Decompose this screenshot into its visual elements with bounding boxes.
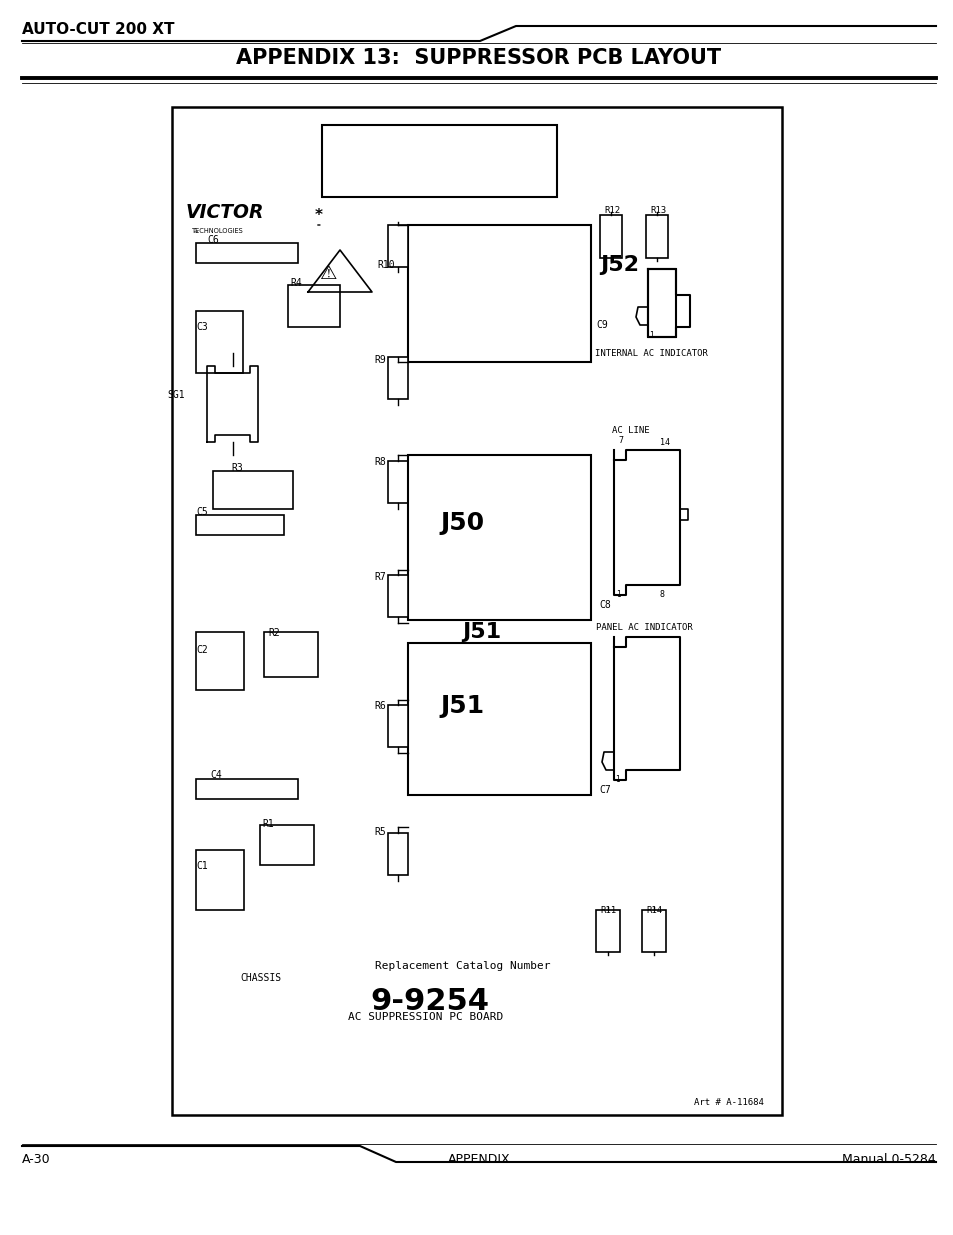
Bar xyxy=(641,910,665,952)
Bar xyxy=(647,269,676,337)
Bar xyxy=(195,311,243,373)
Text: A-30: A-30 xyxy=(22,1153,51,1166)
Text: AC LINE: AC LINE xyxy=(612,426,649,435)
Text: R8: R8 xyxy=(374,457,385,467)
Bar xyxy=(172,107,781,1115)
Text: C9: C9 xyxy=(596,320,607,330)
Text: J51: J51 xyxy=(439,694,483,718)
Text: TECHNOLOGIES: TECHNOLOGIES xyxy=(192,228,244,233)
Text: PANEL AC INDICATOR: PANEL AC INDICATOR xyxy=(596,622,692,632)
Text: R14: R14 xyxy=(645,906,661,915)
Text: 9-9254: 9-9254 xyxy=(370,987,489,1016)
Text: R6: R6 xyxy=(374,701,385,711)
Text: C4: C4 xyxy=(210,769,221,781)
Text: Replacement Catalog Number: Replacement Catalog Number xyxy=(375,961,550,971)
Text: *: * xyxy=(314,207,323,224)
Bar xyxy=(388,461,408,503)
Text: R10: R10 xyxy=(376,261,395,270)
Bar xyxy=(195,243,297,263)
Text: 1: 1 xyxy=(648,331,653,340)
Text: SG1: SG1 xyxy=(167,390,185,400)
Text: APPENDIX 13:  SUPPRESSOR PCB LAYOUT: APPENDIX 13: SUPPRESSOR PCB LAYOUT xyxy=(236,48,720,68)
Bar xyxy=(388,576,408,618)
Text: R2: R2 xyxy=(268,629,279,638)
Bar xyxy=(599,215,621,258)
Text: Art # A-11684: Art # A-11684 xyxy=(693,1098,763,1107)
Text: ⚠: ⚠ xyxy=(319,264,337,283)
Text: AC SUPPRESSION PC BOARD: AC SUPPRESSION PC BOARD xyxy=(348,1011,503,1023)
Bar xyxy=(288,285,339,327)
Text: R3: R3 xyxy=(231,463,242,473)
Text: 14: 14 xyxy=(659,438,669,447)
Text: Manual 0-5284: Manual 0-5284 xyxy=(841,1153,935,1166)
Text: ™: ™ xyxy=(192,232,198,237)
Bar xyxy=(195,850,244,910)
Text: R7: R7 xyxy=(374,572,385,582)
Bar xyxy=(388,705,408,747)
Bar xyxy=(322,125,557,198)
Text: C7: C7 xyxy=(598,785,610,795)
Text: C5: C5 xyxy=(195,508,208,517)
Text: R5: R5 xyxy=(374,827,385,837)
Text: VICTOR: VICTOR xyxy=(186,203,264,222)
Text: R11: R11 xyxy=(599,906,616,915)
Text: R13: R13 xyxy=(649,206,665,215)
Text: R9: R9 xyxy=(374,354,385,366)
Text: 1: 1 xyxy=(616,590,620,599)
Text: J51: J51 xyxy=(461,622,500,642)
Text: 7: 7 xyxy=(618,436,622,445)
Text: C3: C3 xyxy=(195,322,208,332)
Text: INTERNAL AC INDICATOR: INTERNAL AC INDICATOR xyxy=(595,350,707,358)
Text: CHASSIS: CHASSIS xyxy=(240,973,281,983)
Text: R4: R4 xyxy=(290,278,301,288)
Bar xyxy=(195,515,284,535)
Bar xyxy=(645,215,667,258)
Text: R1: R1 xyxy=(262,819,274,829)
Text: 8: 8 xyxy=(659,590,664,599)
Bar xyxy=(264,632,317,677)
Text: J50: J50 xyxy=(439,511,483,535)
Text: 1: 1 xyxy=(615,776,619,784)
Bar xyxy=(388,832,408,876)
Bar xyxy=(408,225,590,362)
Text: R12: R12 xyxy=(603,206,619,215)
Bar xyxy=(213,471,293,509)
Bar xyxy=(408,454,590,620)
Text: J52: J52 xyxy=(599,254,639,275)
Bar xyxy=(260,825,314,864)
Text: AUTO-CUT 200 XT: AUTO-CUT 200 XT xyxy=(22,22,174,37)
Bar xyxy=(195,779,297,799)
Bar xyxy=(195,632,244,690)
Bar xyxy=(596,910,619,952)
Bar xyxy=(388,225,408,267)
Text: C8: C8 xyxy=(598,600,610,610)
Bar xyxy=(388,357,408,399)
Text: C6: C6 xyxy=(207,235,218,245)
Bar xyxy=(408,643,590,795)
Text: C2: C2 xyxy=(195,645,208,655)
Text: APPENDIX: APPENDIX xyxy=(447,1153,510,1166)
Text: C1: C1 xyxy=(195,861,208,871)
